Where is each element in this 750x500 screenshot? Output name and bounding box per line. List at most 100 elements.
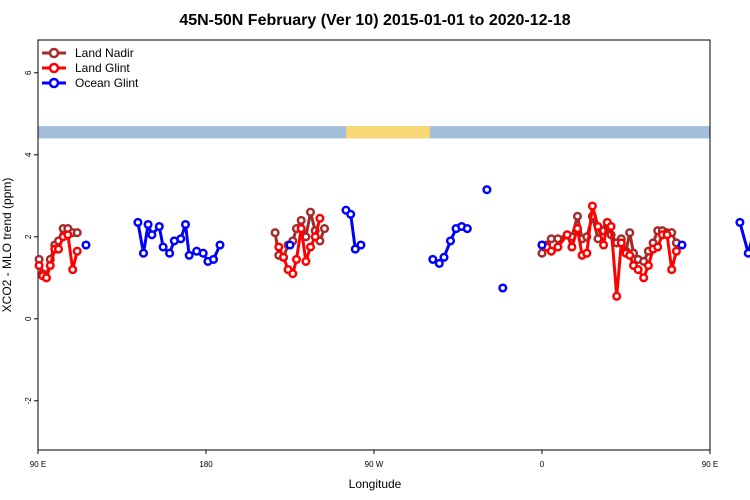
data-point: [562, 230, 572, 240]
legend-label: Land Nadir: [75, 46, 134, 60]
data-point: [599, 240, 609, 250]
x-tick-label: 90 E: [702, 460, 718, 469]
data-point: [278, 252, 289, 262]
legend-swatch-marker: [48, 47, 60, 59]
data-point: [643, 260, 653, 271]
y-axis: -2 0 2 4 6: [24, 70, 38, 404]
data-point: [356, 240, 366, 250]
data-point: [667, 265, 677, 275]
data-point: [445, 236, 456, 246]
data-point: [301, 256, 311, 266]
data-point: [180, 219, 191, 230]
data-point: [653, 242, 663, 252]
data-point: [553, 234, 563, 244]
data-point: [625, 250, 635, 260]
data-point: [582, 248, 592, 258]
y-tick-label: 2: [24, 234, 33, 239]
x-tick-label: 0: [540, 460, 545, 469]
data-point: [68, 265, 78, 275]
data-point: [305, 242, 316, 252]
data-point: [133, 217, 143, 227]
plot-frame: [37, 39, 711, 451]
data-point: [41, 273, 51, 283]
data-point: [305, 207, 316, 217]
x-tick-label: 180: [199, 460, 213, 469]
data-point: [537, 248, 547, 258]
x-tick-label: 90 E: [30, 460, 46, 469]
x-tick-label: 90 W: [365, 460, 384, 469]
data-point: [296, 215, 306, 225]
land-band-1: [346, 126, 430, 139]
y-tick-label: 6: [24, 70, 33, 75]
data-point: [147, 230, 157, 240]
land-ocean-band: [38, 126, 710, 139]
series-ocean-glint: [81, 185, 750, 293]
legend-label: Land Glint: [75, 61, 130, 75]
series-land-glint: [34, 201, 681, 301]
data-point: [677, 240, 687, 250]
series-group: [34, 185, 750, 301]
y-axis-label: XCO2 - MLO trend (ppm): [0, 178, 14, 313]
data-point: [553, 242, 563, 252]
data-point: [72, 228, 82, 238]
data-point: [291, 254, 302, 264]
data-point: [53, 244, 64, 254]
data-point: [625, 228, 635, 238]
data-point: [315, 213, 325, 223]
data-point: [482, 185, 492, 195]
data-point: [215, 240, 225, 250]
data-point: [165, 248, 175, 258]
legend-swatch-marker: [48, 77, 60, 89]
data-point: [567, 242, 577, 252]
legend-label: Ocean Glint: [75, 76, 139, 90]
data-point: [138, 248, 149, 258]
data-point: [208, 254, 219, 264]
data-point: [143, 219, 153, 230]
data-point: [81, 240, 91, 250]
data-point: [572, 224, 583, 234]
data-point: [606, 221, 616, 232]
data-point: [743, 248, 750, 258]
data-point: [176, 234, 186, 244]
data-point: [537, 240, 547, 250]
data-point: [428, 254, 438, 264]
data-point: [270, 228, 280, 238]
data-point: [671, 246, 681, 256]
data-point: [154, 221, 164, 232]
data-point: [285, 240, 295, 250]
y-tick-label: 0: [24, 316, 33, 321]
legend-swatch-marker: [48, 62, 60, 74]
y-tick-label: 4: [24, 152, 33, 157]
data-point: [572, 211, 583, 221]
x-axis-label: Longitude: [349, 477, 402, 491]
series-line: [277, 217, 322, 276]
y-tick-label: -2: [24, 397, 33, 405]
data-point: [310, 232, 320, 242]
data-point: [498, 283, 508, 293]
data-point: [296, 224, 306, 234]
data-point: [439, 252, 449, 262]
chart-title: 45N-50N February (Ver 10) 2015-01-01 to …: [179, 12, 570, 29]
data-point: [593, 221, 603, 232]
data-point: [288, 269, 298, 279]
data-point: [198, 248, 208, 258]
data-point: [616, 238, 626, 248]
series-line: [738, 222, 750, 255]
data-point: [612, 291, 622, 301]
data-point: [633, 265, 643, 275]
data-point: [587, 201, 597, 211]
data-point: [72, 246, 82, 256]
data-point: [350, 244, 360, 254]
data-point: [346, 209, 356, 219]
x-axis: 90 E 180 90 W 0 90 E: [30, 450, 718, 469]
data-point: [434, 258, 444, 268]
data-point: [662, 230, 672, 240]
data-point: [319, 224, 330, 234]
data-point: [274, 242, 284, 252]
data-point: [639, 273, 649, 283]
data-point: [462, 224, 472, 234]
data-point: [184, 250, 194, 260]
